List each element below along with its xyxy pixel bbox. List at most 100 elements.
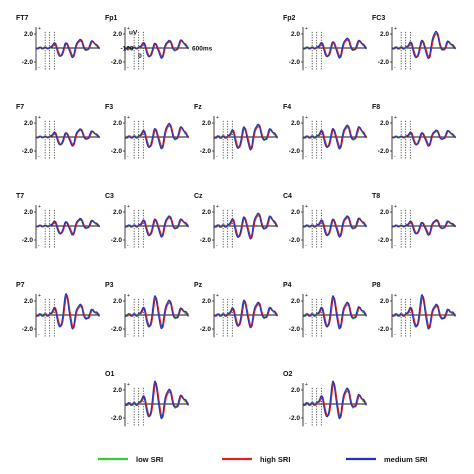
y-tick-label: 2.0 xyxy=(113,120,122,127)
series-line-medium-sri xyxy=(35,217,100,236)
y-tick-label: 2.0 xyxy=(380,120,389,127)
legend-label: high SRI xyxy=(260,455,290,464)
minus-mark: - xyxy=(127,332,129,338)
y-tick-label: -2.0 xyxy=(111,415,123,422)
y-tick-label: 2.0 xyxy=(291,31,300,38)
series-line-high-sri xyxy=(124,382,190,419)
y-tick-label: 2.0 xyxy=(291,209,300,216)
series-line-high-sri xyxy=(124,296,190,329)
y-tick-label: -2.0 xyxy=(111,148,123,155)
y-tick-label: 2.0 xyxy=(113,31,122,38)
minus-mark: - xyxy=(127,65,129,71)
minus-mark: - xyxy=(127,421,129,427)
plus-mark: + xyxy=(305,26,308,32)
series-line-medium-sri xyxy=(124,215,189,238)
series-line-high-sri xyxy=(124,39,190,59)
plus-mark: + xyxy=(394,204,397,210)
series-line-medium-sri xyxy=(391,129,456,147)
y-tick-label: -2.0 xyxy=(289,237,301,244)
y-tick-label: -2.0 xyxy=(200,148,212,155)
plus-mark: + xyxy=(394,26,397,32)
electrode-label: P8 xyxy=(372,282,381,289)
x-start-label: -100 xyxy=(120,46,133,53)
y-tick-label: -2.0 xyxy=(22,148,34,155)
y-tick-label: -2.0 xyxy=(200,326,212,333)
y-tick-label: -2.0 xyxy=(378,326,390,333)
electrode-label: F7 xyxy=(16,104,24,111)
y-tick-label: 2.0 xyxy=(202,120,211,127)
minus-mark: - xyxy=(394,332,396,338)
panel-ft7: FT7 2.0 -2.0 + - xyxy=(16,15,101,71)
panel-fp1: Fp1 2.0 -2.0 + - uV -100 0 600ms xyxy=(105,15,213,71)
series-line-high-sri xyxy=(35,218,101,236)
electrode-label: Cz xyxy=(194,193,203,200)
y-unit-label: uV xyxy=(129,30,138,37)
y-tick-label: 2.0 xyxy=(380,298,389,305)
y-tick-label: -2.0 xyxy=(289,148,301,155)
y-tick-label: -2.0 xyxy=(289,326,301,333)
panel-f7: F7 2.0 -2.0 + - xyxy=(16,104,101,160)
minus-mark: - xyxy=(216,243,218,249)
series-line-high-sri xyxy=(124,123,190,149)
panel-fz: Fz 2.0 -2.0 + - xyxy=(194,104,279,160)
plus-mark: + xyxy=(305,204,308,210)
y-tick-label: 2.0 xyxy=(113,209,122,216)
minus-mark: - xyxy=(38,332,40,338)
electrode-label: C4 xyxy=(283,193,292,200)
minus-mark: - xyxy=(305,154,307,160)
series-line-medium-sri xyxy=(124,39,189,59)
panel-c3: C3 2.0 -2.0 + - xyxy=(105,193,190,249)
series-line-medium-sri xyxy=(302,295,367,330)
y-tick-label: 2.0 xyxy=(291,120,300,127)
minus-mark: - xyxy=(38,65,40,71)
panel-fp2: Fp2 2.0 -2.0 + - xyxy=(283,15,368,71)
y-tick-label: -2.0 xyxy=(289,59,301,66)
series-line-high-sri xyxy=(391,31,457,59)
electrode-label: Fp1 xyxy=(105,15,118,22)
series-line-medium-sri xyxy=(35,128,100,147)
y-tick-label: 2.0 xyxy=(113,387,122,394)
electrode-label: C3 xyxy=(105,193,114,200)
y-tick-label: 2.0 xyxy=(291,387,300,394)
series-line-high-sri xyxy=(302,125,368,149)
plus-mark: + xyxy=(394,115,397,121)
minus-mark: - xyxy=(305,421,307,427)
legend-label: medium SRI xyxy=(384,455,427,464)
minus-mark: - xyxy=(127,243,129,249)
panel-t8: T8 2.0 -2.0 + - xyxy=(372,193,457,249)
y-tick-label: 2.0 xyxy=(202,209,211,216)
y-tick-label: 2.0 xyxy=(24,209,33,216)
minus-mark: - xyxy=(305,243,307,249)
electrode-label: T7 xyxy=(16,193,24,200)
electrode-label: FC3 xyxy=(372,15,385,22)
series-line-medium-sri xyxy=(124,295,189,330)
plus-mark: + xyxy=(127,26,130,32)
electrode-label: P4 xyxy=(283,282,292,289)
minus-mark: - xyxy=(394,154,396,160)
series-line-medium-sri xyxy=(124,122,189,150)
plus-mark: + xyxy=(305,293,308,299)
zero-label: 0 xyxy=(138,53,142,60)
series-line-medium-sri xyxy=(302,380,367,420)
series-line-medium-sri xyxy=(391,30,456,60)
legend-label: low SRI xyxy=(136,455,163,464)
panel-f4: F4 2.0 -2.0 + - xyxy=(283,104,368,160)
y-tick-label: 2.0 xyxy=(291,298,300,305)
plus-mark: + xyxy=(38,26,41,32)
panel-pz: Pz 2.0 -2.0 + - xyxy=(194,282,279,338)
series-line-high-sri xyxy=(302,216,368,237)
y-tick-label: -2.0 xyxy=(111,326,123,333)
series-line-medium-sri xyxy=(391,219,456,236)
series-line-medium-sri xyxy=(35,293,100,330)
legend: low SRI high SRI medium SRI xyxy=(98,455,427,464)
y-tick-label: -2.0 xyxy=(111,237,123,244)
electrode-label: P7 xyxy=(16,282,25,289)
y-tick-label: -2.0 xyxy=(200,237,212,244)
electrode-label: O1 xyxy=(105,371,114,378)
minus-mark: - xyxy=(305,65,307,71)
plus-mark: + xyxy=(305,382,308,388)
minus-mark: - xyxy=(394,65,396,71)
minus-mark: - xyxy=(127,154,129,160)
electrode-label: F3 xyxy=(105,104,113,111)
electrode-label: Pz xyxy=(194,282,203,289)
